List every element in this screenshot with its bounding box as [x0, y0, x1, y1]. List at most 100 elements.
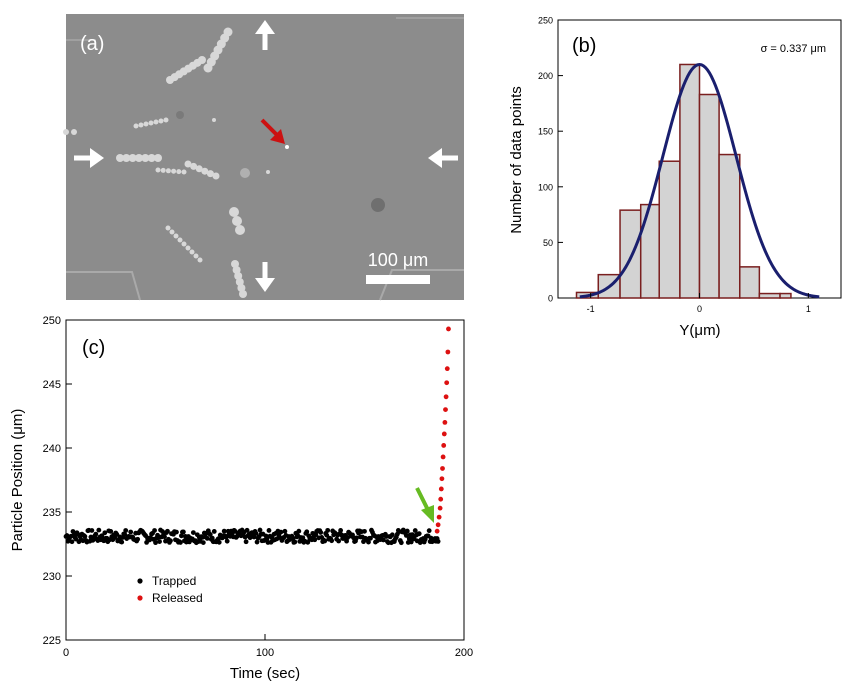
histogram-bar [698, 93, 720, 299]
trapped-point [152, 528, 157, 533]
released-series [434, 326, 451, 534]
trapped-point [93, 531, 99, 537]
trapped-point [89, 528, 95, 533]
legend-label-released: Released [152, 591, 203, 605]
released-point [437, 505, 443, 511]
trapped-point [221, 528, 227, 534]
trapped-point [128, 529, 134, 535]
trapped-point [404, 528, 410, 534]
particle [229, 207, 239, 217]
trapped-point [266, 528, 272, 533]
trapped-point [69, 539, 75, 545]
trapped-point [135, 536, 141, 542]
particle [173, 233, 179, 239]
histogram-bar [718, 153, 741, 299]
particle [235, 278, 244, 286]
released-point [438, 486, 444, 492]
y-tick-label: 245 [43, 379, 61, 391]
trapped-point [426, 528, 432, 534]
particle [181, 169, 187, 175]
y-axis-ticks-b: 0 50 100 150 200 250 [538, 16, 563, 304]
particle [158, 118, 164, 124]
trapped-point [123, 528, 129, 533]
particle [201, 167, 209, 175]
particle [206, 170, 214, 178]
trapped-point [179, 533, 184, 539]
particle [212, 172, 220, 180]
gaussian-fit-line [579, 62, 820, 299]
trapped-point [181, 529, 186, 535]
trapped-point [243, 539, 249, 545]
trapped-point [381, 537, 386, 543]
particle [122, 154, 131, 162]
released-point [436, 514, 442, 520]
particle [155, 167, 161, 173]
trapped-point [119, 539, 125, 545]
trapped-point [253, 531, 259, 536]
x-tick-label: 100 [256, 647, 274, 659]
particle [147, 154, 156, 162]
particle [165, 168, 171, 174]
particle [171, 168, 177, 174]
released-point [443, 394, 449, 400]
particle [169, 229, 175, 235]
released-point [444, 380, 450, 386]
particle [266, 170, 270, 174]
trapped-point [209, 535, 215, 541]
particle [135, 154, 143, 162]
particle [237, 284, 246, 292]
particle [163, 117, 169, 123]
channel-edge [379, 269, 464, 301]
histogram-bar [779, 292, 792, 299]
trapped-point [354, 535, 359, 541]
particle [195, 165, 203, 173]
released-point [443, 407, 448, 412]
trapped-point [278, 529, 284, 535]
trapped-point [244, 527, 250, 533]
particle [232, 266, 241, 274]
trapped-point [204, 535, 210, 541]
y-tick-label: 200 [538, 71, 553, 81]
particle [193, 253, 199, 259]
trapped-point [416, 531, 422, 537]
trapped-point [366, 539, 371, 545]
trapped-point [403, 533, 409, 538]
released-point [444, 366, 450, 372]
trapped-point [168, 538, 173, 544]
particle [141, 154, 150, 162]
target-arrow-icon [260, 118, 285, 144]
y-axis-label-c: Particle Position (μm) [9, 409, 26, 552]
trapped-point [329, 538, 335, 544]
trapped-point [336, 538, 342, 544]
trapped-point [398, 540, 404, 546]
histogram-bar [658, 160, 681, 299]
y-tick-label: 0 [548, 294, 553, 304]
x-axis-label-b: Y(μm) [679, 322, 720, 339]
trapped-point [190, 530, 196, 536]
panel-c-label: (c) [82, 337, 105, 359]
legend-marker-released [137, 595, 143, 601]
trapped-point [322, 538, 328, 544]
released-point [445, 349, 451, 355]
particle [231, 260, 239, 268]
sigma-annotation: σ = 0.337 μm [761, 43, 826, 55]
particle [160, 167, 166, 173]
particle [235, 225, 245, 235]
particle [197, 257, 203, 263]
legend-marker-trapped [137, 578, 143, 584]
trapped-point [318, 530, 324, 535]
channel-edge [66, 271, 141, 301]
scale-bar [366, 275, 430, 284]
trapped-point [153, 540, 158, 546]
x-axis-label-c: Time (sec) [230, 665, 300, 682]
histogram-bar [758, 292, 781, 299]
legend: Trapped Released [137, 574, 203, 605]
released-point [434, 528, 440, 534]
y-tick-label: 230 [43, 571, 61, 583]
trapped-point [257, 527, 263, 533]
trapped-point [254, 539, 260, 545]
y-tick-label: 240 [43, 443, 61, 455]
particle [232, 216, 242, 226]
arrow-down-icon [255, 262, 275, 292]
arrow-left-icon [428, 148, 458, 168]
